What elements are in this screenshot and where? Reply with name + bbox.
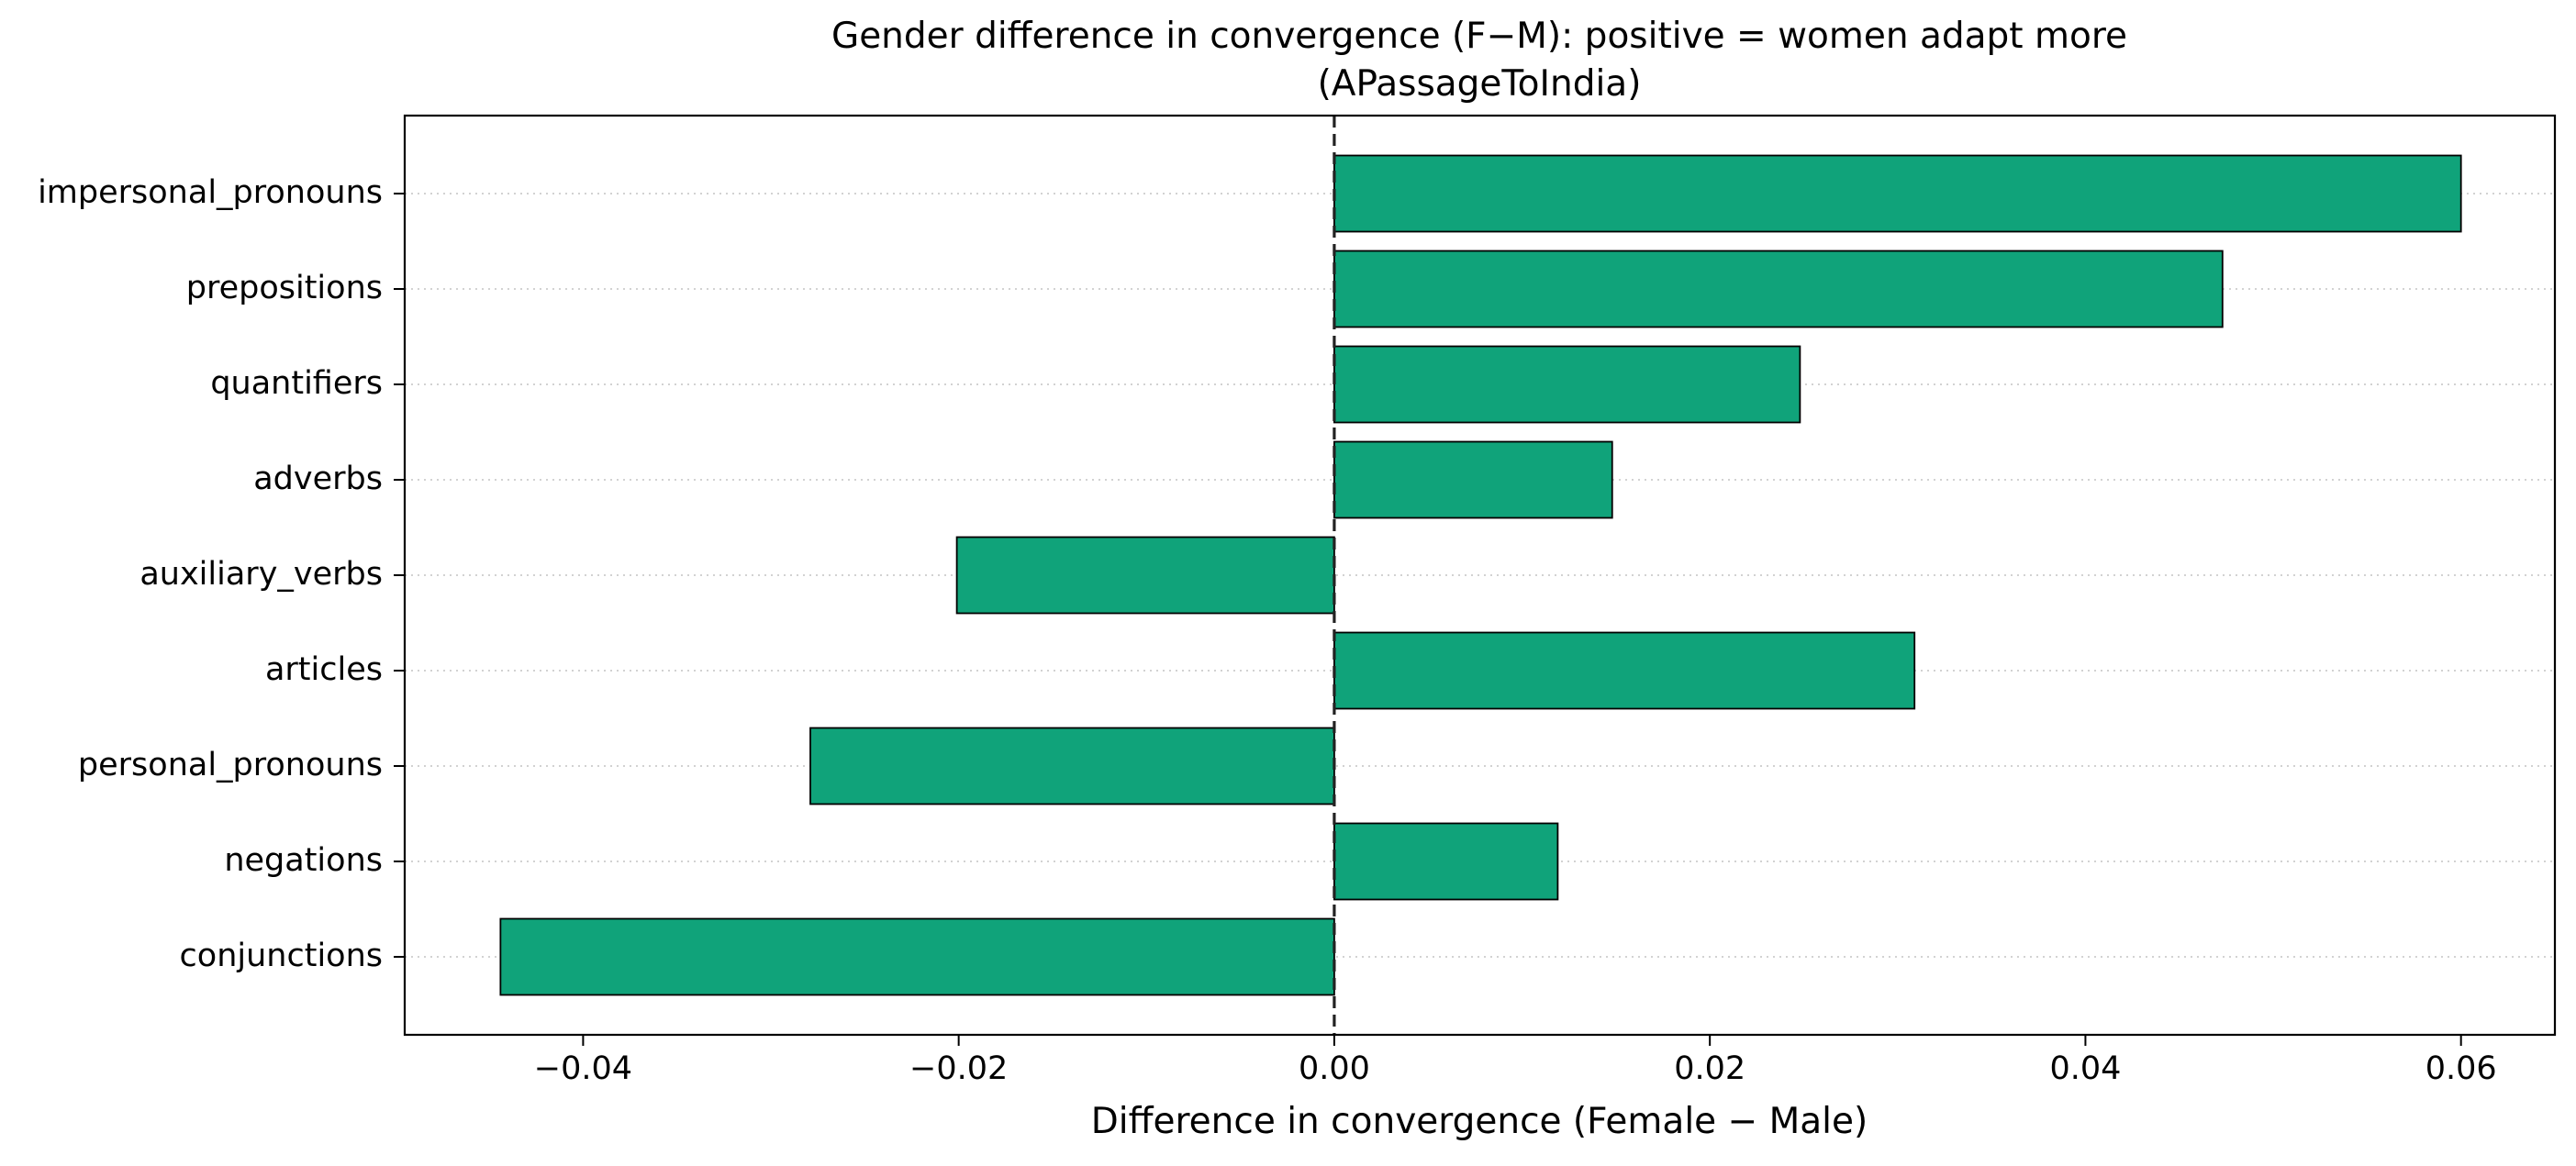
bar-prepositions — [1333, 250, 2224, 328]
y-tick-label: impersonal_pronouns — [38, 174, 383, 211]
y-tick-label: prepositions — [186, 270, 383, 306]
y-tick-label: auxiliary_verbs — [139, 556, 383, 593]
y-tick-label: conjunctions — [180, 938, 383, 974]
bar-articles — [1333, 631, 1916, 710]
x-axis-label: Difference in convergence (Female − Male… — [1091, 1101, 1868, 1142]
y-tick-label: quantifiers — [210, 365, 383, 402]
y-tick-label: adverbs — [253, 461, 383, 497]
x-tick-label: 0.06 — [2425, 1050, 2497, 1087]
chart-title: Gender difference in convergence (F−M): … — [831, 16, 2127, 57]
x-tick-label: 0.00 — [1299, 1050, 1370, 1087]
chart-subtitle: (APassageToIndia) — [1318, 63, 1642, 105]
y-tick-label: negations — [224, 842, 383, 879]
y-tick-label: articles — [265, 651, 383, 688]
y-axis: impersonal_pronouns prepositions quantifie… — [38, 174, 405, 974]
x-tick-label: 0.04 — [2049, 1050, 2121, 1087]
y-tick-label: personal_pronouns — [78, 747, 383, 783]
bar-conjunctions — [499, 917, 1335, 996]
x-tick-label: −0.02 — [909, 1050, 1008, 1087]
bar-negations — [1333, 822, 1559, 901]
x-tick-label: 0.02 — [1674, 1050, 1745, 1087]
bar-impersonal_pronouns — [1333, 154, 2462, 233]
x-tick-label: −0.04 — [534, 1050, 632, 1087]
bar-quantifiers — [1333, 345, 1801, 424]
bar-auxiliary_verbs — [955, 536, 1335, 615]
bars-layer — [499, 154, 2462, 996]
bar-personal_pronouns — [809, 727, 1335, 805]
x-axis: −0.04 −0.02 0.00 0.02 0.04 0.06 — [534, 1035, 2497, 1087]
bar-adverbs — [1333, 440, 1613, 519]
